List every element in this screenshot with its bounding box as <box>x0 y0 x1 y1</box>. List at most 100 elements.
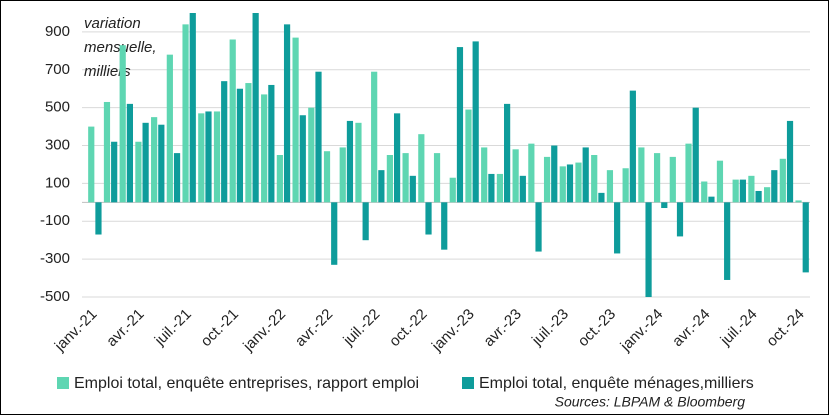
bar <box>645 202 652 297</box>
y-tick-label: -100 <box>40 212 70 229</box>
bar <box>779 158 786 203</box>
bar <box>441 202 448 250</box>
bar <box>299 115 306 203</box>
bar <box>614 202 621 254</box>
bar <box>591 155 598 203</box>
bar <box>519 175 526 203</box>
bar <box>622 168 629 203</box>
bar <box>676 202 684 237</box>
annotation-line: milliers <box>84 63 131 80</box>
bar <box>481 147 488 203</box>
bar <box>182 24 189 203</box>
bar <box>755 190 762 203</box>
bar <box>559 166 566 203</box>
bar <box>346 120 354 203</box>
bar <box>528 143 535 203</box>
bar <box>402 153 409 203</box>
bar <box>135 141 142 203</box>
bar <box>229 39 236 203</box>
source: Sources: LBPAM & Bloomberg <box>555 394 746 410</box>
bar <box>409 175 416 203</box>
bar <box>575 162 582 203</box>
bar <box>653 153 661 203</box>
bar <box>512 149 519 203</box>
bar <box>465 109 472 203</box>
bar <box>261 94 268 203</box>
y-tick-label: 100 <box>45 174 70 191</box>
y-tick-label: -500 <box>40 288 70 305</box>
bar <box>716 160 724 203</box>
bar <box>371 71 378 203</box>
y-tick-label: 500 <box>45 99 70 116</box>
bar <box>252 13 259 203</box>
bar <box>739 179 746 203</box>
bar <box>543 156 551 203</box>
bar <box>126 103 133 203</box>
bar <box>504 103 511 203</box>
bar <box>236 88 244 203</box>
bar <box>323 151 331 203</box>
bar <box>198 113 205 203</box>
bar <box>685 143 692 203</box>
bar <box>748 175 755 203</box>
bar <box>189 13 196 203</box>
bar <box>158 124 165 203</box>
bar <box>496 173 504 203</box>
bar <box>802 202 809 273</box>
bar <box>362 202 369 241</box>
bar <box>173 153 181 203</box>
bar <box>456 47 464 203</box>
bar <box>205 111 212 203</box>
bar <box>629 90 636 203</box>
legend-label: Emploi total, enquête ménages,milliers <box>479 375 754 392</box>
legend-swatch <box>57 377 69 389</box>
bar <box>795 200 802 203</box>
bar <box>378 170 385 203</box>
bar <box>166 54 173 203</box>
bar <box>339 147 346 203</box>
bar <box>598 192 605 203</box>
bar <box>88 126 95 203</box>
bar <box>488 173 495 203</box>
bar <box>449 177 456 203</box>
bar <box>606 170 614 203</box>
bar <box>433 153 441 203</box>
bar <box>292 37 299 203</box>
bar <box>708 196 715 203</box>
y-tick-label: 900 <box>45 23 70 40</box>
bar <box>701 181 708 203</box>
legend-swatch <box>462 377 474 389</box>
y-tick-label: -300 <box>40 250 70 267</box>
bar <box>245 83 252 203</box>
bar <box>151 117 158 203</box>
bar <box>661 202 668 209</box>
bar <box>669 156 676 203</box>
bar <box>393 113 401 203</box>
bar <box>95 202 102 235</box>
bar <box>268 84 275 203</box>
bar <box>582 147 589 203</box>
bar <box>315 71 322 203</box>
bar <box>535 202 542 252</box>
bar <box>142 122 149 203</box>
bar <box>103 101 111 203</box>
legend-label: Emploi total, enquête entreprises, rappo… <box>74 375 419 392</box>
bar <box>638 147 645 203</box>
bar <box>331 202 338 265</box>
bar <box>771 170 778 203</box>
bar <box>786 120 794 203</box>
bar <box>472 41 479 203</box>
bar <box>111 141 118 203</box>
bar <box>276 155 283 203</box>
bar <box>692 107 699 203</box>
bar <box>221 81 228 203</box>
bar <box>213 111 221 203</box>
bar <box>418 134 425 203</box>
bar <box>566 164 574 203</box>
bar <box>425 202 432 235</box>
bar <box>119 45 126 203</box>
bar <box>355 122 362 203</box>
bar <box>283 24 291 203</box>
bar <box>732 179 739 203</box>
